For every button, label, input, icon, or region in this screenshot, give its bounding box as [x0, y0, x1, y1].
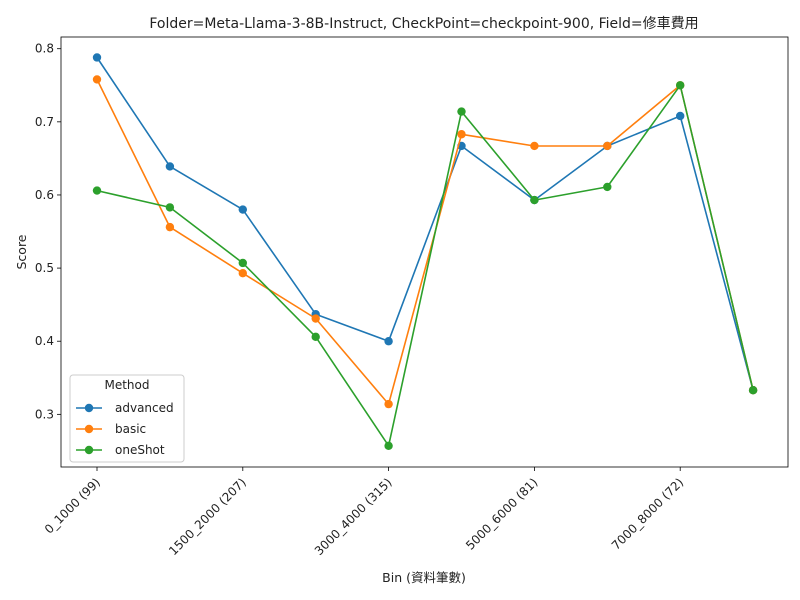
- legend-label-oneShot: oneShot: [115, 443, 165, 457]
- legend-label-advanced: advanced: [115, 401, 174, 415]
- y-axis-label: Score: [14, 234, 29, 269]
- data-point-advanced: [238, 205, 247, 214]
- data-point-oneShot: [238, 258, 247, 268]
- data-point-advanced: [676, 111, 685, 121]
- x-tick-label: 5000_6000 (81): [463, 475, 540, 552]
- y-tick-label: 0.5: [35, 261, 54, 275]
- series-line-oneShot: [96, 84, 754, 447]
- series-oneShot: [92, 81, 758, 450]
- x-axis-label: Bin (資料筆數): [382, 570, 466, 585]
- data-point-basic: [238, 269, 247, 278]
- x-tick-label: 0_1000 (99): [42, 475, 103, 536]
- x-tick-label: 3000_4000 (315): [312, 475, 395, 558]
- data-point-oneShot: [748, 386, 758, 395]
- chart-title: Folder=Meta-Llama-3-8B-Instruct, CheckPo…: [149, 15, 698, 32]
- data-point-oneShot: [676, 81, 685, 90]
- legend-marker-basic: [84, 424, 94, 434]
- x-tick-label: 1500_2000 (207): [166, 475, 249, 558]
- legend-box: [69, 374, 185, 463]
- data-point-advanced: [165, 162, 175, 171]
- data-point-oneShot: [384, 441, 393, 450]
- plot-frame: [60, 36, 789, 468]
- legend-title: Method: [104, 378, 149, 392]
- data-point-oneShot: [603, 182, 612, 192]
- y-tick-label: 0.4: [35, 334, 54, 348]
- y-tick-label: 0.3: [35, 407, 54, 421]
- legend: Method advanced basic oneShot: [69, 374, 185, 463]
- series-layer: [92, 53, 758, 450]
- data-point-oneShot: [457, 107, 466, 116]
- data-point-advanced: [92, 53, 102, 62]
- y-tick-label: 0.6: [35, 188, 54, 202]
- data-point-basic: [165, 222, 175, 232]
- legend-marker-oneShot: [84, 445, 94, 455]
- legend-marker-advanced: [84, 403, 94, 413]
- y-axis: 0.3 0.4 0.5 0.6 0.7 0.8: [35, 42, 61, 421]
- data-point-oneShot: [92, 186, 102, 195]
- data-point-basic: [603, 141, 612, 151]
- data-point-basic: [311, 314, 320, 323]
- data-point-oneShot: [311, 332, 320, 342]
- data-point-basic: [530, 141, 539, 151]
- data-point-advanced: [384, 337, 393, 346]
- data-point-oneShot: [165, 203, 175, 212]
- data-point-oneShot: [530, 195, 539, 205]
- data-point-basic: [92, 75, 102, 84]
- series-line-advanced: [96, 57, 754, 391]
- y-tick-label: 0.8: [35, 42, 54, 56]
- data-point-basic: [384, 399, 393, 409]
- series-line-basic: [96, 79, 754, 405]
- data-point-basic: [457, 130, 466, 139]
- legend-label-basic: basic: [115, 422, 146, 436]
- x-tick-label: 7000_8000 (72): [609, 475, 686, 552]
- x-axis: 0_1000 (99) 1500_2000 (207) 3000_4000 (315…: [42, 467, 686, 558]
- y-tick-label: 0.7: [35, 115, 54, 129]
